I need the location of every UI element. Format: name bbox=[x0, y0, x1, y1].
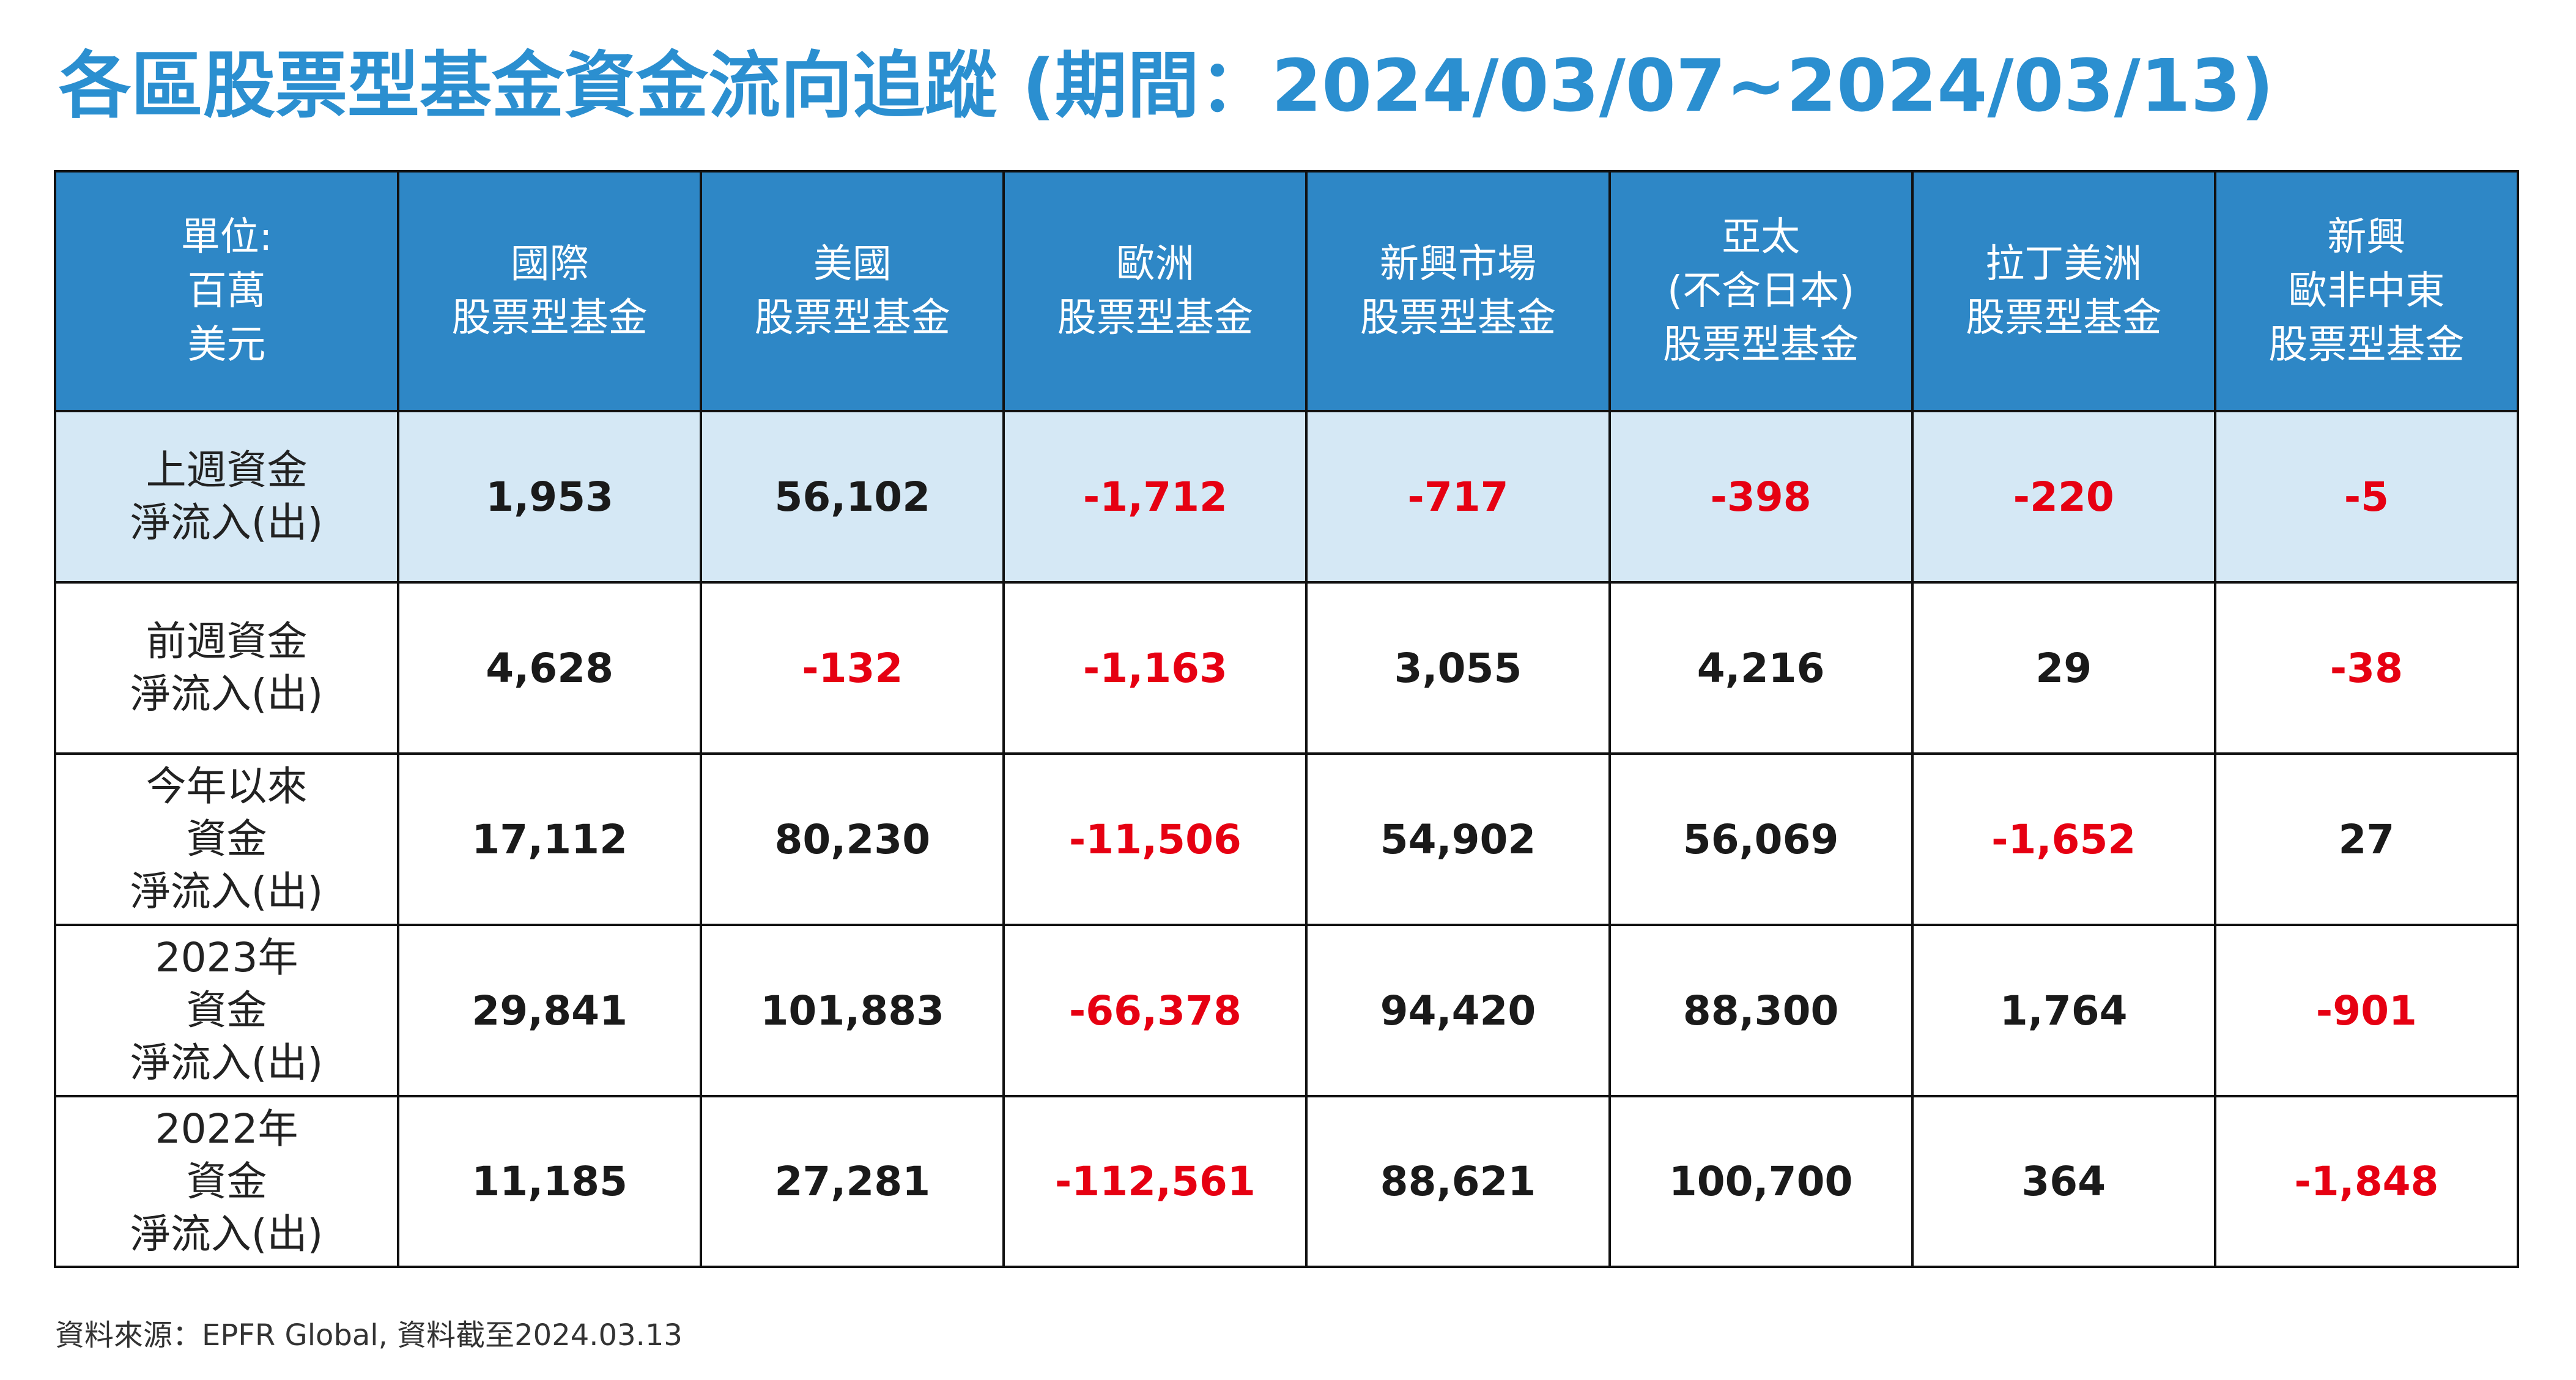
column-header-line: 股票型基金 bbox=[451, 295, 648, 341]
column-header-line: 新興 bbox=[2327, 215, 2406, 260]
value-cell: 56,069 bbox=[1608, 752, 1914, 926]
page-title: 各區股票型基金資金流向追蹤 (期間：2024/03/07~2024/03/13) bbox=[59, 43, 2274, 128]
column-header-line: 美國 bbox=[813, 242, 892, 287]
unit-label-line: 單位: bbox=[180, 215, 273, 260]
value-cell: -901 bbox=[2213, 924, 2520, 1097]
value-cell: 54,902 bbox=[1305, 752, 1611, 926]
value-cell: 27,281 bbox=[700, 1095, 1005, 1268]
value-cell: 11,185 bbox=[397, 1095, 703, 1268]
column-header-line: 拉丁美洲 bbox=[1985, 242, 2142, 287]
value-cell: 88,621 bbox=[1305, 1095, 1611, 1268]
column-header-line: 新興市場 bbox=[1380, 242, 1536, 287]
row-label-line: 淨流入(出) bbox=[130, 868, 324, 915]
value-cell: -38 bbox=[2213, 581, 2520, 755]
row-label-line: 資金 bbox=[186, 987, 267, 1034]
column-header-us: 美國 股票型基金 bbox=[700, 170, 1005, 412]
table-row-2022: 2022年 資金 淨流入(出) 11,185 27,281 -112,561 8… bbox=[53, 1095, 2520, 1268]
row-label-line: 2022年 bbox=[155, 1105, 298, 1152]
value-cell: 29,841 bbox=[397, 924, 703, 1097]
value-cell: 88,300 bbox=[1608, 924, 1914, 1097]
row-label-line: 今年以來 bbox=[146, 763, 308, 810]
value-cell: 364 bbox=[1911, 1095, 2216, 1268]
value-cell: -717 bbox=[1305, 410, 1611, 584]
value-cell: 100,700 bbox=[1608, 1095, 1914, 1268]
table-row-ytd: 今年以來 資金 淨流入(出) 17,112 80,230 -11,506 54,… bbox=[53, 752, 2520, 926]
column-header-emerging: 新興市場 股票型基金 bbox=[1305, 170, 1611, 412]
row-label-line: 淨流入(出) bbox=[130, 499, 324, 546]
value-cell: -11,506 bbox=[1002, 752, 1308, 926]
row-label-line: 淨流入(出) bbox=[130, 670, 324, 718]
value-cell: -132 bbox=[700, 581, 1005, 755]
header-row: 單位: 百萬 美元 國際 股票型基金 美國 股票型基金 歐洲 股票型基金 新興市… bbox=[53, 170, 2520, 412]
row-label-line: 2023年 bbox=[155, 934, 298, 981]
value-cell: -1,652 bbox=[1911, 752, 2216, 926]
value-cell: -5 bbox=[2213, 410, 2520, 584]
column-header-line: 股票型基金 bbox=[754, 295, 950, 341]
value-cell: -1,848 bbox=[2213, 1095, 2520, 1268]
column-header-line: 股票型基金 bbox=[2268, 322, 2465, 368]
row-label-line: 資金 bbox=[186, 815, 267, 862]
value-cell: -66,378 bbox=[1002, 924, 1308, 1097]
value-cell: 94,420 bbox=[1305, 924, 1611, 1097]
value-cell: 27 bbox=[2213, 752, 2520, 926]
column-header-line: 歐非中東 bbox=[2288, 269, 2445, 314]
row-label: 今年以來 資金 淨流入(出) bbox=[53, 752, 400, 926]
value-cell: 29 bbox=[1911, 581, 2216, 755]
row-label-line: 上週資金 bbox=[146, 447, 308, 494]
column-header-line: 股票型基金 bbox=[1966, 295, 2162, 341]
row-label-line: 資金 bbox=[186, 1157, 267, 1205]
column-header-emea: 新興 歐非中東 股票型基金 bbox=[2213, 170, 2520, 412]
value-cell: 4,628 bbox=[397, 581, 703, 755]
value-cell: 1,764 bbox=[1911, 924, 2216, 1097]
table-row-2023: 2023年 資金 淨流入(出) 29,841 101,883 -66,378 9… bbox=[53, 924, 2520, 1097]
column-header-line: 股票型基金 bbox=[1360, 295, 1556, 341]
row-label-line: 淨流入(出) bbox=[130, 1210, 324, 1258]
value-cell: 1,953 bbox=[397, 410, 703, 584]
value-cell: 101,883 bbox=[700, 924, 1005, 1097]
row-label: 前週資金 淨流入(出) bbox=[53, 581, 400, 755]
column-header-line: 國際 bbox=[510, 242, 589, 287]
row-label: 2022年 資金 淨流入(出) bbox=[53, 1095, 400, 1268]
table-header: 單位: 百萬 美元 國際 股票型基金 美國 股票型基金 歐洲 股票型基金 新興市… bbox=[53, 170, 2520, 412]
column-header-line: 股票型基金 bbox=[1057, 295, 1253, 341]
row-label: 2023年 資金 淨流入(出) bbox=[53, 924, 400, 1097]
value-cell: 56,102 bbox=[700, 410, 1005, 584]
unit-label-line: 百萬 bbox=[187, 269, 266, 314]
fund-flows-table: 單位: 百萬 美元 國際 股票型基金 美國 股票型基金 歐洲 股票型基金 新興市… bbox=[53, 170, 2520, 1268]
table-row-previous-week: 前週資金 淨流入(出) 4,628 -132 -1,163 3,055 4,21… bbox=[53, 581, 2520, 755]
value-cell: 17,112 bbox=[397, 752, 703, 926]
value-cell: -220 bbox=[1911, 410, 2216, 584]
row-label: 上週資金 淨流入(出) bbox=[53, 410, 400, 584]
value-cell: -112,561 bbox=[1002, 1095, 1308, 1268]
value-cell: -398 bbox=[1608, 410, 1914, 584]
column-header-line: 歐洲 bbox=[1116, 242, 1194, 287]
table-body: 上週資金 淨流入(出) 1,953 56,102 -1,712 -717 -39… bbox=[53, 410, 2520, 1268]
column-header-line: 股票型基金 bbox=[1663, 322, 1859, 368]
source-note: 資料來源：EPFR Global, 資料截至2024.03.13 bbox=[55, 1318, 683, 1352]
value-cell: -1,712 bbox=[1002, 410, 1308, 584]
row-label-line: 前週資金 bbox=[146, 618, 308, 665]
value-cell: -1,163 bbox=[1002, 581, 1308, 755]
column-header-line: 亞太 bbox=[1722, 215, 1801, 260]
row-label-line: 淨流入(出) bbox=[130, 1039, 324, 1086]
column-header-asia-pacific: 亞太 (不含日本) 股票型基金 bbox=[1608, 170, 1914, 412]
value-cell: 3,055 bbox=[1305, 581, 1611, 755]
table-row-last-week: 上週資金 淨流入(出) 1,953 56,102 -1,712 -717 -39… bbox=[53, 410, 2520, 584]
column-header-latin-america: 拉丁美洲 股票型基金 bbox=[1911, 170, 2216, 412]
column-header-line: (不含日本) bbox=[1667, 269, 1855, 314]
unit-header-cell: 單位: 百萬 美元 bbox=[53, 170, 400, 412]
value-cell: 80,230 bbox=[700, 752, 1005, 926]
unit-label-line: 美元 bbox=[187, 322, 266, 368]
value-cell: 4,216 bbox=[1608, 581, 1914, 755]
column-header-europe: 歐洲 股票型基金 bbox=[1002, 170, 1308, 412]
column-header-international: 國際 股票型基金 bbox=[397, 170, 703, 412]
